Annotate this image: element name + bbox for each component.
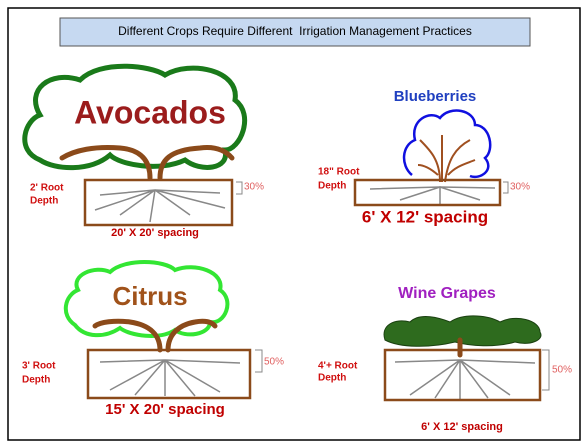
slide: Different Crops Require Different Irriga… (0, 0, 588, 446)
root-depth: 2' Root (30, 183, 64, 194)
root-depth: Depth (22, 375, 50, 386)
root-depth: Depth (30, 196, 58, 207)
percent: 30% (244, 182, 264, 193)
spacing: 20' X 20' spacing (111, 227, 199, 239)
spacing: 6' X 12' spacing (362, 207, 488, 226)
root-depth: 18" Root (318, 167, 360, 178)
root-depth: Depth (318, 181, 346, 192)
root-depth: 3' Root (22, 361, 56, 372)
percent: 30% (510, 182, 530, 193)
percent: 50% (264, 357, 284, 368)
crop-name: Wine Grapes (398, 285, 496, 302)
spacing: 15' X 20' spacing (105, 401, 225, 418)
crop-name: Blueberries (394, 88, 477, 105)
crop-name: Avocados (74, 94, 226, 130)
spacing: 6' X 12' spacing (421, 421, 503, 433)
root-depth: Depth (318, 373, 346, 384)
percent: 50% (552, 365, 572, 376)
title: Different Crops Require Different Irriga… (118, 24, 472, 38)
root-depth: 4'+ Root (318, 361, 358, 372)
crop-name: Citrus (112, 281, 187, 311)
